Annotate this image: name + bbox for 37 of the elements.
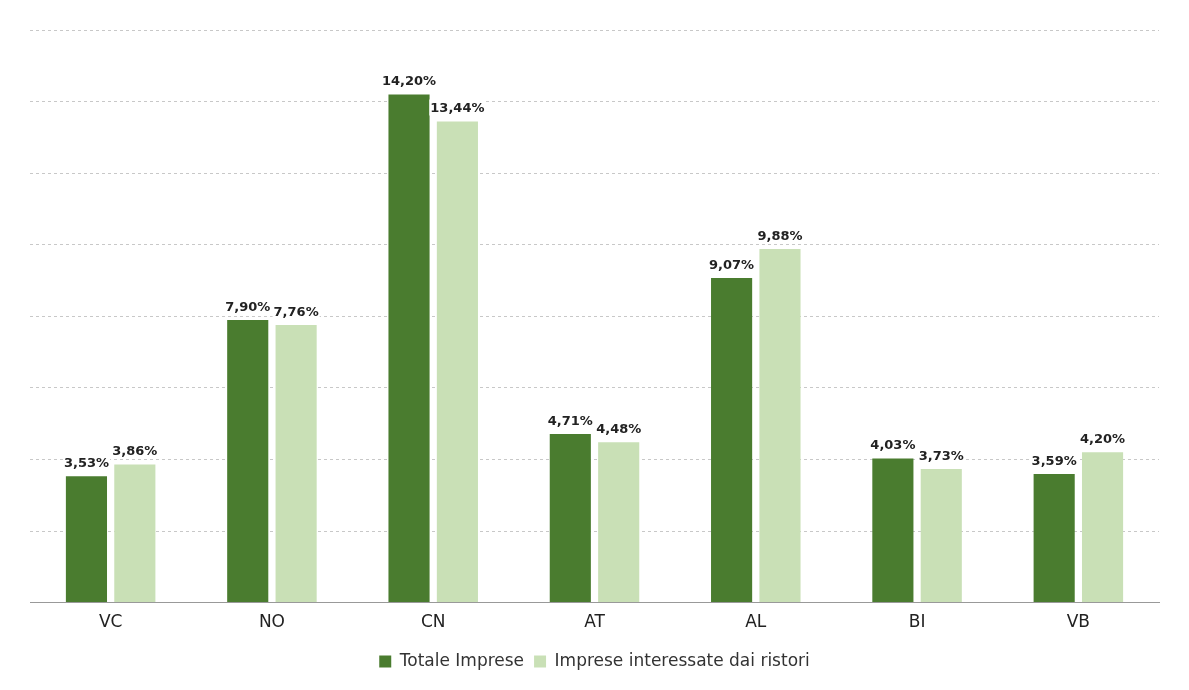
x-tick-label: BI — [908, 611, 926, 632]
data-label: 13,44% — [430, 100, 485, 116]
data-label: 4,71% — [547, 412, 593, 428]
bar — [227, 319, 269, 603]
bar — [598, 442, 640, 603]
data-label: 3,86% — [112, 443, 158, 459]
x-tick-label: AT — [584, 611, 606, 632]
data-label: 4,48% — [596, 421, 642, 437]
bar — [65, 476, 108, 603]
data-label: 9,88% — [757, 227, 803, 243]
x-tick-label: CN — [420, 611, 446, 632]
data-label: 3,59% — [1031, 453, 1077, 468]
data-label: 9,07% — [709, 256, 755, 272]
data-label: 7,90% — [225, 298, 271, 314]
legend-label: Totale Imprese — [398, 649, 525, 670]
data-label: 4,03% — [870, 437, 916, 453]
bar — [275, 324, 317, 603]
bar — [711, 278, 753, 603]
data-label: 7,76% — [273, 303, 319, 319]
bar — [920, 469, 962, 603]
bar — [436, 121, 478, 603]
data-label: 3,73% — [918, 447, 964, 463]
bar — [1081, 452, 1124, 603]
bar — [872, 458, 914, 603]
bar — [114, 464, 156, 603]
x-tick-label: VB — [1066, 611, 1091, 632]
data-label: 4,20% — [1080, 431, 1126, 447]
x-tick-label: NO — [258, 611, 285, 632]
legend-label: Imprese interessate dai ristori — [554, 649, 810, 670]
x-tick-label: AL — [745, 611, 767, 632]
bar — [759, 249, 801, 603]
bar — [549, 434, 591, 603]
x-tick-label: VC — [98, 611, 123, 632]
bar — [388, 94, 430, 603]
data-label: 14,20% — [381, 73, 437, 89]
data-label: 3,53% — [63, 455, 109, 471]
bar — [1033, 474, 1075, 603]
